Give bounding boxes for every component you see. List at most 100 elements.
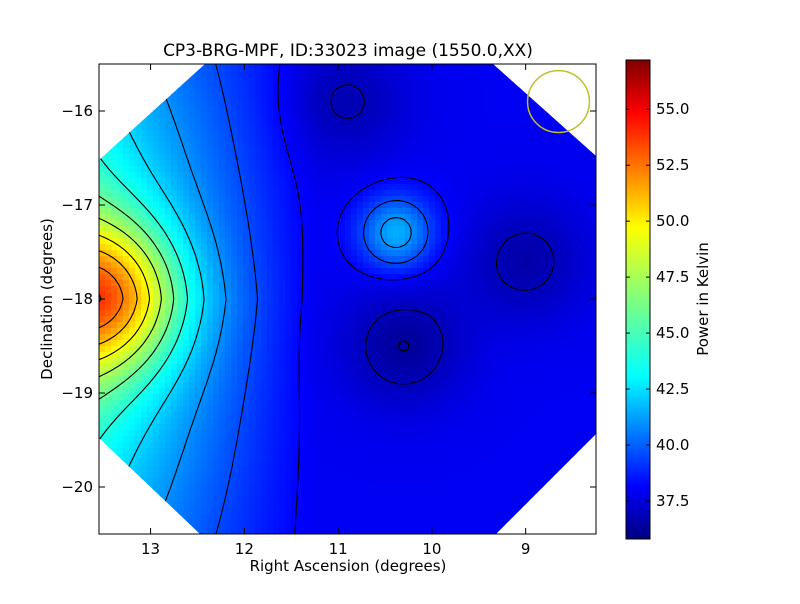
heatmap-cell [327, 256, 334, 263]
heatmap-cell [297, 226, 304, 233]
heatmap-cell [249, 124, 256, 131]
heatmap-cell [123, 298, 130, 305]
heatmap-cell [471, 280, 478, 287]
heatmap-cell [333, 286, 340, 293]
heatmap-cell [135, 178, 142, 185]
heatmap-cell [195, 214, 202, 221]
heatmap-cell [111, 208, 118, 215]
heatmap-cell [129, 172, 136, 179]
heatmap-cell [201, 310, 208, 317]
heatmap-cell [189, 370, 196, 377]
heatmap-cell [279, 298, 286, 305]
heatmap-cell [357, 340, 364, 347]
heatmap-cell [303, 148, 310, 155]
heatmap-cell [417, 88, 424, 95]
heatmap-cell [267, 262, 274, 269]
heatmap-cell [387, 130, 394, 137]
heatmap-cell [477, 274, 484, 281]
heatmap-cell [423, 70, 430, 77]
heatmap-cell [585, 190, 592, 197]
heatmap-cell [201, 328, 208, 335]
heatmap-cell [243, 100, 250, 107]
heatmap-cell [255, 328, 262, 335]
heatmap-cell [567, 172, 574, 179]
heatmap-cell [411, 82, 418, 89]
heatmap-cell [297, 346, 304, 353]
heatmap-cell [483, 286, 490, 293]
heatmap-cell [135, 304, 142, 311]
heatmap-cell [555, 340, 562, 347]
heatmap-cell [105, 166, 112, 173]
heatmap-cell [213, 184, 220, 191]
heatmap-cell [303, 322, 310, 329]
heatmap-cell [171, 400, 178, 407]
heatmap-cell [267, 310, 274, 317]
heatmap-cell [159, 346, 166, 353]
heatmap-cell [333, 148, 340, 155]
heatmap-cell [153, 286, 160, 293]
heatmap-cell [99, 388, 106, 395]
heatmap-cell [477, 370, 484, 377]
heatmap-cell [507, 244, 514, 251]
heatmap-cell [189, 196, 196, 203]
heatmap-cell [303, 346, 310, 353]
heatmap-cell [423, 316, 430, 323]
heatmap-cell [471, 274, 478, 281]
heatmap-cell [489, 76, 496, 83]
heatmap-cell [345, 136, 352, 143]
heatmap-cell [453, 346, 460, 353]
heatmap-cell [417, 136, 424, 143]
heatmap-cell [579, 172, 586, 179]
heatmap-cell [531, 244, 538, 251]
heatmap-cell [507, 322, 514, 329]
heatmap-cell [177, 250, 184, 257]
heatmap-cell [303, 250, 310, 257]
heatmap-cell [537, 322, 544, 329]
heatmap-cell [519, 394, 526, 401]
heatmap-cell [105, 172, 112, 179]
heatmap-cell [381, 406, 388, 413]
heatmap-cell [531, 304, 538, 311]
heatmap-cell [303, 160, 310, 167]
heatmap-cell [345, 340, 352, 347]
heatmap-cell [213, 226, 220, 233]
heatmap-cell [297, 118, 304, 125]
heatmap-cell [279, 160, 286, 167]
heatmap-cell [591, 178, 596, 185]
heatmap-cell [321, 292, 328, 299]
heatmap-cell [477, 118, 484, 125]
heatmap-cell [369, 394, 376, 401]
heatmap-cell [351, 190, 358, 197]
heatmap-cell [111, 382, 118, 389]
heatmap-cell [453, 322, 460, 329]
heatmap-cell [333, 124, 340, 131]
heatmap-cell [393, 280, 400, 287]
heatmap-cell [495, 406, 502, 413]
heatmap-cell [153, 262, 160, 269]
heatmap-cell [189, 268, 196, 275]
heatmap-cell [453, 130, 460, 137]
heatmap-cell [477, 358, 484, 365]
heatmap-cell [213, 166, 220, 173]
heatmap-cell [381, 400, 388, 407]
heatmap-cell [339, 304, 346, 311]
heatmap-cell [309, 184, 316, 191]
heatmap-cell [255, 274, 262, 281]
heatmap-cell [453, 184, 460, 191]
heatmap-cell [333, 364, 340, 371]
heatmap-cell [177, 196, 184, 203]
heatmap-cell [531, 364, 538, 371]
heatmap-cell [561, 196, 568, 203]
heatmap-cell [267, 82, 274, 89]
heatmap-cell [321, 226, 328, 233]
heatmap-cell [303, 196, 310, 203]
heatmap-cell [387, 298, 394, 305]
heatmap-cell [561, 286, 568, 293]
heatmap-cell [393, 328, 400, 335]
heatmap-cell [549, 412, 556, 419]
heatmap-cell [279, 328, 286, 335]
heatmap-cell [129, 226, 136, 233]
heatmap-cell [375, 340, 382, 347]
heatmap-cell [213, 160, 220, 167]
heatmap-cell [231, 112, 238, 119]
